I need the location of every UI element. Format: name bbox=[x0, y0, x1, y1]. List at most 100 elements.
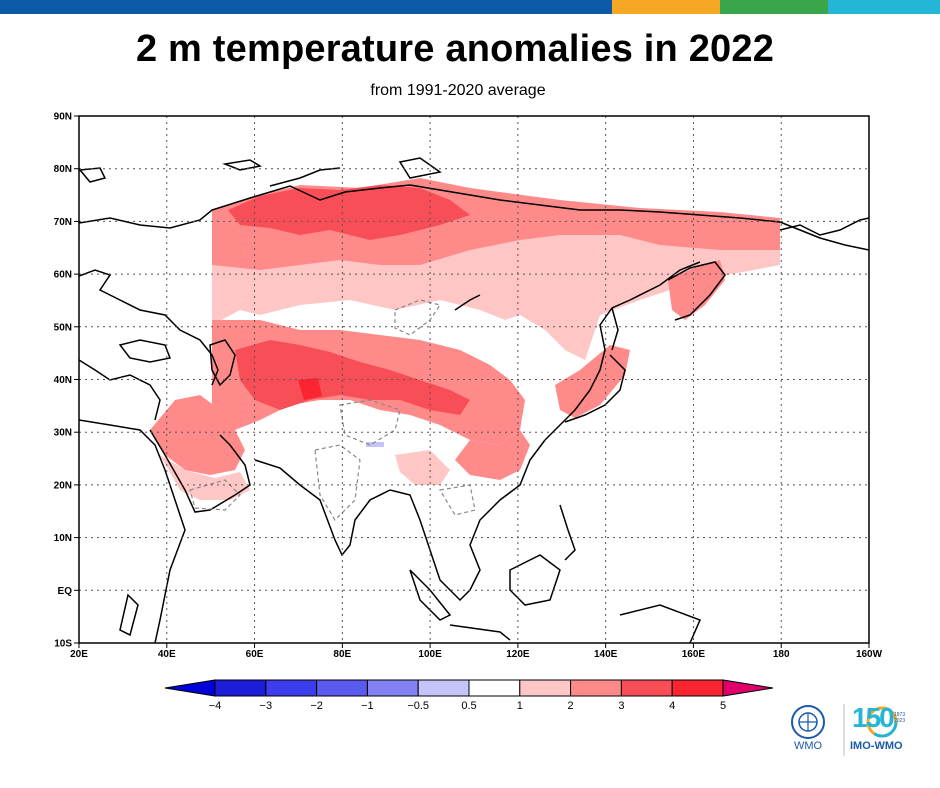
graticule bbox=[79, 116, 869, 643]
colorbar-box bbox=[519, 679, 572, 697]
anomaly-region-japan bbox=[555, 345, 630, 418]
colorbar-over-triangle bbox=[722, 679, 774, 697]
colorbar-box bbox=[671, 679, 724, 697]
coastline-alaska bbox=[779, 217, 869, 236]
coastline-borneo bbox=[509, 554, 561, 606]
lat-label: 50N bbox=[54, 322, 72, 333]
coastline-mediterranean bbox=[79, 359, 161, 421]
lon-label: 80E bbox=[333, 649, 351, 660]
colorbar-tick-label: −4 bbox=[209, 700, 222, 712]
coastline-novaya-zemlya bbox=[269, 167, 341, 187]
colorbar-tick-label: −3 bbox=[260, 700, 273, 712]
colorbar-tick-label: 0.5 bbox=[461, 700, 476, 712]
coastline-southeast-asia bbox=[389, 439, 546, 602]
contour-indochina bbox=[439, 484, 476, 516]
imo-wmo-label: IMO-WMO bbox=[850, 740, 903, 752]
wmo-label: WMO bbox=[794, 740, 823, 752]
coastline-india bbox=[254, 459, 391, 557]
anomaly-region-central-asia-strong bbox=[235, 340, 470, 415]
anomaly-region-tibet-cool bbox=[366, 442, 384, 447]
contour-africa bbox=[189, 479, 241, 511]
anomaly-shading bbox=[150, 178, 780, 500]
lat-label: 10S bbox=[54, 639, 72, 650]
coastline-arctic-islands bbox=[222, 157, 442, 179]
colorbar-boxes bbox=[164, 679, 774, 697]
lat-label: 20N bbox=[54, 480, 72, 491]
latitude-labels: 90N 80N 70N 60N 50N 40N 30N 20N 10N EQ 10S bbox=[54, 112, 73, 650]
contour-india bbox=[314, 444, 361, 521]
top-bar-blue-segment bbox=[0, 0, 612, 14]
colorbar-box bbox=[570, 679, 622, 697]
coastline-arabia bbox=[149, 429, 251, 513]
top-color-bar bbox=[0, 0, 940, 14]
top-bar-orange-segment bbox=[612, 0, 720, 14]
colorbar-box bbox=[366, 679, 419, 697]
page-title: 2 m temperature anomalies in 2022 bbox=[135, 28, 775, 70]
anomaly-region-arabia-light bbox=[160, 455, 250, 500]
lat-label: 70N bbox=[54, 217, 72, 228]
lat-label: 90N bbox=[54, 112, 72, 123]
coastline-sumatra bbox=[409, 569, 452, 621]
anniversary-years: 1873 2023 bbox=[894, 712, 906, 724]
coastline-japan bbox=[564, 354, 626, 423]
lon-label: 40E bbox=[158, 649, 176, 660]
lat-label: EQ bbox=[58, 586, 73, 597]
coastline-europe bbox=[79, 269, 219, 386]
colorbar-tick-label: 2 bbox=[568, 700, 574, 712]
colorbar-tick-label: 5 bbox=[720, 700, 726, 712]
colorbar-box bbox=[316, 679, 368, 697]
colorbar-box bbox=[417, 679, 470, 697]
colorbar-box bbox=[620, 679, 673, 697]
lon-label: 100E bbox=[418, 649, 442, 660]
colorbar-tick-label: −2 bbox=[310, 700, 323, 712]
colorbar-tick-label: −0.5 bbox=[407, 700, 429, 712]
coastline-new-guinea bbox=[619, 604, 702, 643]
anomaly-region-south-light bbox=[395, 450, 450, 485]
logo-area: 150 1873 2023 WMO IMO-WMO bbox=[788, 700, 928, 760]
coastline-asia-north bbox=[79, 184, 869, 251]
coastline-sakhalin bbox=[611, 307, 619, 351]
temperature-anomaly-map: 90N 80N 70N 60N 50N 40N 30N 20N 10N EQ 10S 20E 40E 6… bbox=[54, 112, 883, 661]
lat-label: 10N bbox=[54, 533, 72, 544]
colorbar-labels: −4 −3 −2 −1 −0.5 0.5 1 2 3 4 5 bbox=[209, 700, 726, 712]
lon-label: 160W bbox=[856, 649, 883, 660]
colorbar-tick-label: 1 bbox=[517, 700, 523, 712]
coastline-east-asia bbox=[544, 261, 701, 441]
top-bar-green-segment bbox=[720, 0, 828, 14]
coastline-black-sea bbox=[118, 339, 172, 363]
page-subtitle: from 1991-2020 average bbox=[370, 82, 546, 99]
coastline-caspian bbox=[209, 339, 236, 387]
top-bar-cyan-segment bbox=[828, 0, 940, 14]
coastline-philippines bbox=[559, 504, 576, 561]
wmo-logo-icon bbox=[791, 704, 845, 756]
anomaly-region-east-china bbox=[455, 430, 530, 480]
colorbar-under-triangle bbox=[164, 679, 216, 697]
coastlines bbox=[79, 157, 869, 643]
coastline-kamchatka bbox=[667, 261, 726, 321]
coastline-baikal bbox=[454, 294, 481, 311]
lon-label: 180 bbox=[773, 649, 790, 660]
colorbar-tick-label: 4 bbox=[669, 700, 675, 712]
colorbar-tick-label: −1 bbox=[361, 700, 374, 712]
lat-label: 80N bbox=[54, 164, 72, 175]
coastline-madagascar bbox=[119, 593, 139, 637]
longitude-labels: 20E 40E 60E 80E 100E 120E 140E 160E 180 160W bbox=[70, 649, 883, 660]
lat-label: 40N bbox=[54, 375, 72, 386]
colorbar-box bbox=[265, 679, 318, 697]
lon-label: 120E bbox=[506, 649, 530, 660]
anomaly-region-kamchatka bbox=[668, 260, 725, 320]
colorbar-box bbox=[214, 679, 267, 697]
coastline-svalbard bbox=[79, 167, 107, 183]
contour-tibet bbox=[339, 399, 401, 446]
colorbar-box bbox=[468, 679, 521, 697]
lat-label: 30N bbox=[54, 428, 72, 439]
coastline-java bbox=[449, 624, 511, 641]
anomaly-region-arabia bbox=[150, 395, 245, 475]
colorbar: −4 −3 −2 −1 −0.5 0.5 1 2 3 4 5 bbox=[164, 679, 774, 712]
anniversary-text: 150 bbox=[852, 702, 895, 733]
anomaly-region-arctic-strong bbox=[228, 185, 470, 240]
anomaly-region-hotspot bbox=[298, 378, 322, 400]
axis-ticks bbox=[74, 115, 870, 648]
lon-label: 140E bbox=[594, 649, 618, 660]
imo-wmo-150-logo-icon bbox=[866, 706, 898, 738]
